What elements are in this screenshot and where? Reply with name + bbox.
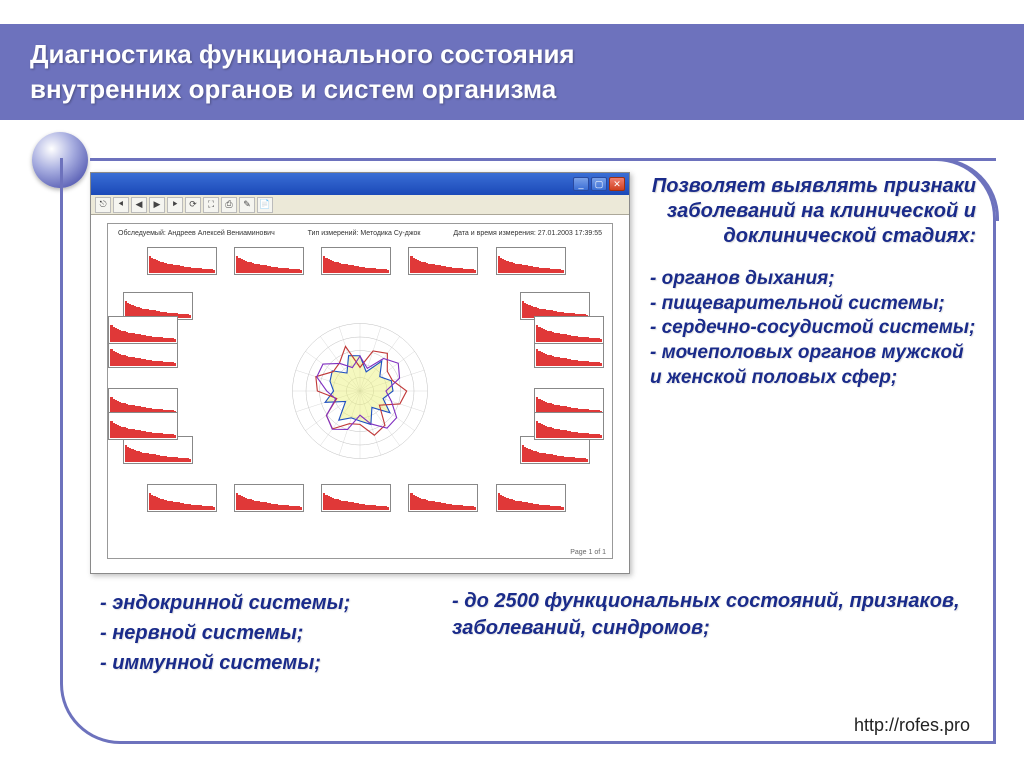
mini-bar-chart [234,247,304,275]
mini-bar-chart [496,247,566,275]
list-item: - иммунной системы; [100,648,420,678]
mini-bar-chart [534,316,604,344]
report-header: Обследуемый: Андреев Алексей Вениаминови… [118,230,602,237]
page-number: Page 1 of 1 [570,549,606,556]
mini-bar-chart [147,484,217,512]
intro-text: Позволяет выявлять признаки заболеваний … [650,174,976,249]
radar-chart [285,316,435,466]
mini-bar-chart [147,247,217,275]
minimize-icon[interactable]: _ [573,177,589,191]
report-subject: Обследуемый: Андреев Алексей Вениаминови… [118,230,275,237]
list-item: - эндокринной системы; [100,588,420,618]
bottom-left-list: - эндокринной системы;- нервной системы;… [100,588,420,678]
mini-bar-chart [321,484,391,512]
app-window: _ ▢ ✕ ⎋⯇◀▶⯈⟳⛶⎙✎📄 Обследуемый: Андреев Ал… [90,172,630,574]
content-area: _ ▢ ✕ ⎋⯇◀▶⯈⟳⛶⎙✎📄 Обследуемый: Андреев Ал… [60,160,996,744]
mini-bar-chart [408,484,478,512]
toolbar-button[interactable]: ⯈ [167,197,183,213]
close-icon[interactable]: ✕ [609,177,625,191]
mini-bar-chart [108,340,178,368]
list-item: - мочеполовых органов мужской и женской … [650,341,976,390]
toolbar-button[interactable]: ⛶ [203,197,219,213]
window-titlebar: _ ▢ ✕ [91,173,629,195]
report-page: Обследуемый: Андреев Алексей Вениаминови… [107,223,613,559]
report-datetime: Дата и время измерения: 27.01.2003 17:39… [453,230,602,237]
mini-bar-chart [534,340,604,368]
list-item: - сердечно-сосудистой системы; [650,316,976,341]
mini-bar-chart [321,247,391,275]
toolbar-button[interactable]: ⎋ [95,197,111,213]
toolbar-button[interactable]: ⟳ [185,197,201,213]
list-item: - органов дыхания; [650,267,976,292]
toolbar-button[interactable]: ▶ [149,197,165,213]
toolbar-button[interactable]: ◀ [131,197,147,213]
list-item: - пищеварительной системы; [650,292,976,317]
toolbar: ⎋⯇◀▶⯈⟳⛶⎙✎📄 [91,195,629,215]
bottom-right-text: - до 2500 функциональных состояний, приз… [452,588,972,642]
header-band: Диагностика функционального состояниявну… [0,24,1024,120]
toolbar-button[interactable]: ✎ [239,197,255,213]
mini-bar-chart [108,412,178,440]
mini-bar-chart [123,436,193,464]
mini-bar-chart [408,247,478,275]
list-item: - нервной системы; [100,618,420,648]
mini-bar-chart [534,412,604,440]
toolbar-button[interactable]: ⯇ [113,197,129,213]
mini-bar-chart [234,484,304,512]
toolbar-button[interactable]: ⎙ [221,197,237,213]
window-controls: _ ▢ ✕ [573,177,625,191]
mini-bar-chart [520,436,590,464]
maximize-icon[interactable]: ▢ [591,177,607,191]
source-url: http://rofes.pro [854,715,970,736]
right-column: Позволяет выявлять признаки заболеваний … [650,174,976,390]
mini-bar-chart [108,316,178,344]
systems-list: - органов дыхания;- пищеварительной сист… [650,267,976,390]
page-title: Диагностика функционального состояниявну… [30,37,575,107]
toolbar-button[interactable]: 📄 [257,197,273,213]
mini-bar-chart [496,484,566,512]
report-method: Тип измерений: Методика Су-джок [308,230,421,237]
radar-layout [118,241,602,541]
